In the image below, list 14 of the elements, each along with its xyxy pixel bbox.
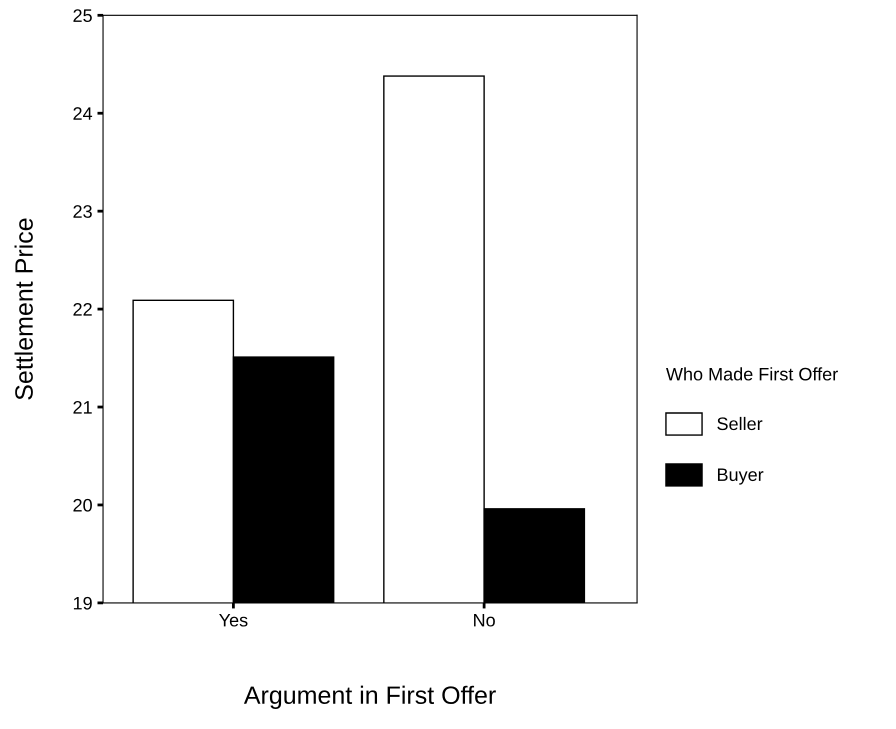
legend-label: Buyer bbox=[718, 468, 764, 485]
y-tick-label: 20 bbox=[73, 498, 92, 512]
y-axis-title: Settlement Price bbox=[14, 218, 33, 400]
x-axis-title: Argument in First Offer bbox=[244, 686, 496, 709]
legend-label: Seller bbox=[717, 416, 762, 430]
y-tick-label: 19 bbox=[74, 596, 92, 610]
y-tick-label: 23 bbox=[73, 205, 92, 218]
legend-title: Who Made First Offer bbox=[666, 367, 838, 381]
y-tick-label: 24 bbox=[73, 107, 92, 120]
y-tick-label: 21 bbox=[73, 400, 92, 414]
y-tick-label: 25 bbox=[73, 9, 92, 22]
y-tick-label: 22 bbox=[73, 303, 92, 316]
x-tick-label: Yes bbox=[219, 614, 248, 627]
x-tick-label: No bbox=[474, 614, 495, 627]
